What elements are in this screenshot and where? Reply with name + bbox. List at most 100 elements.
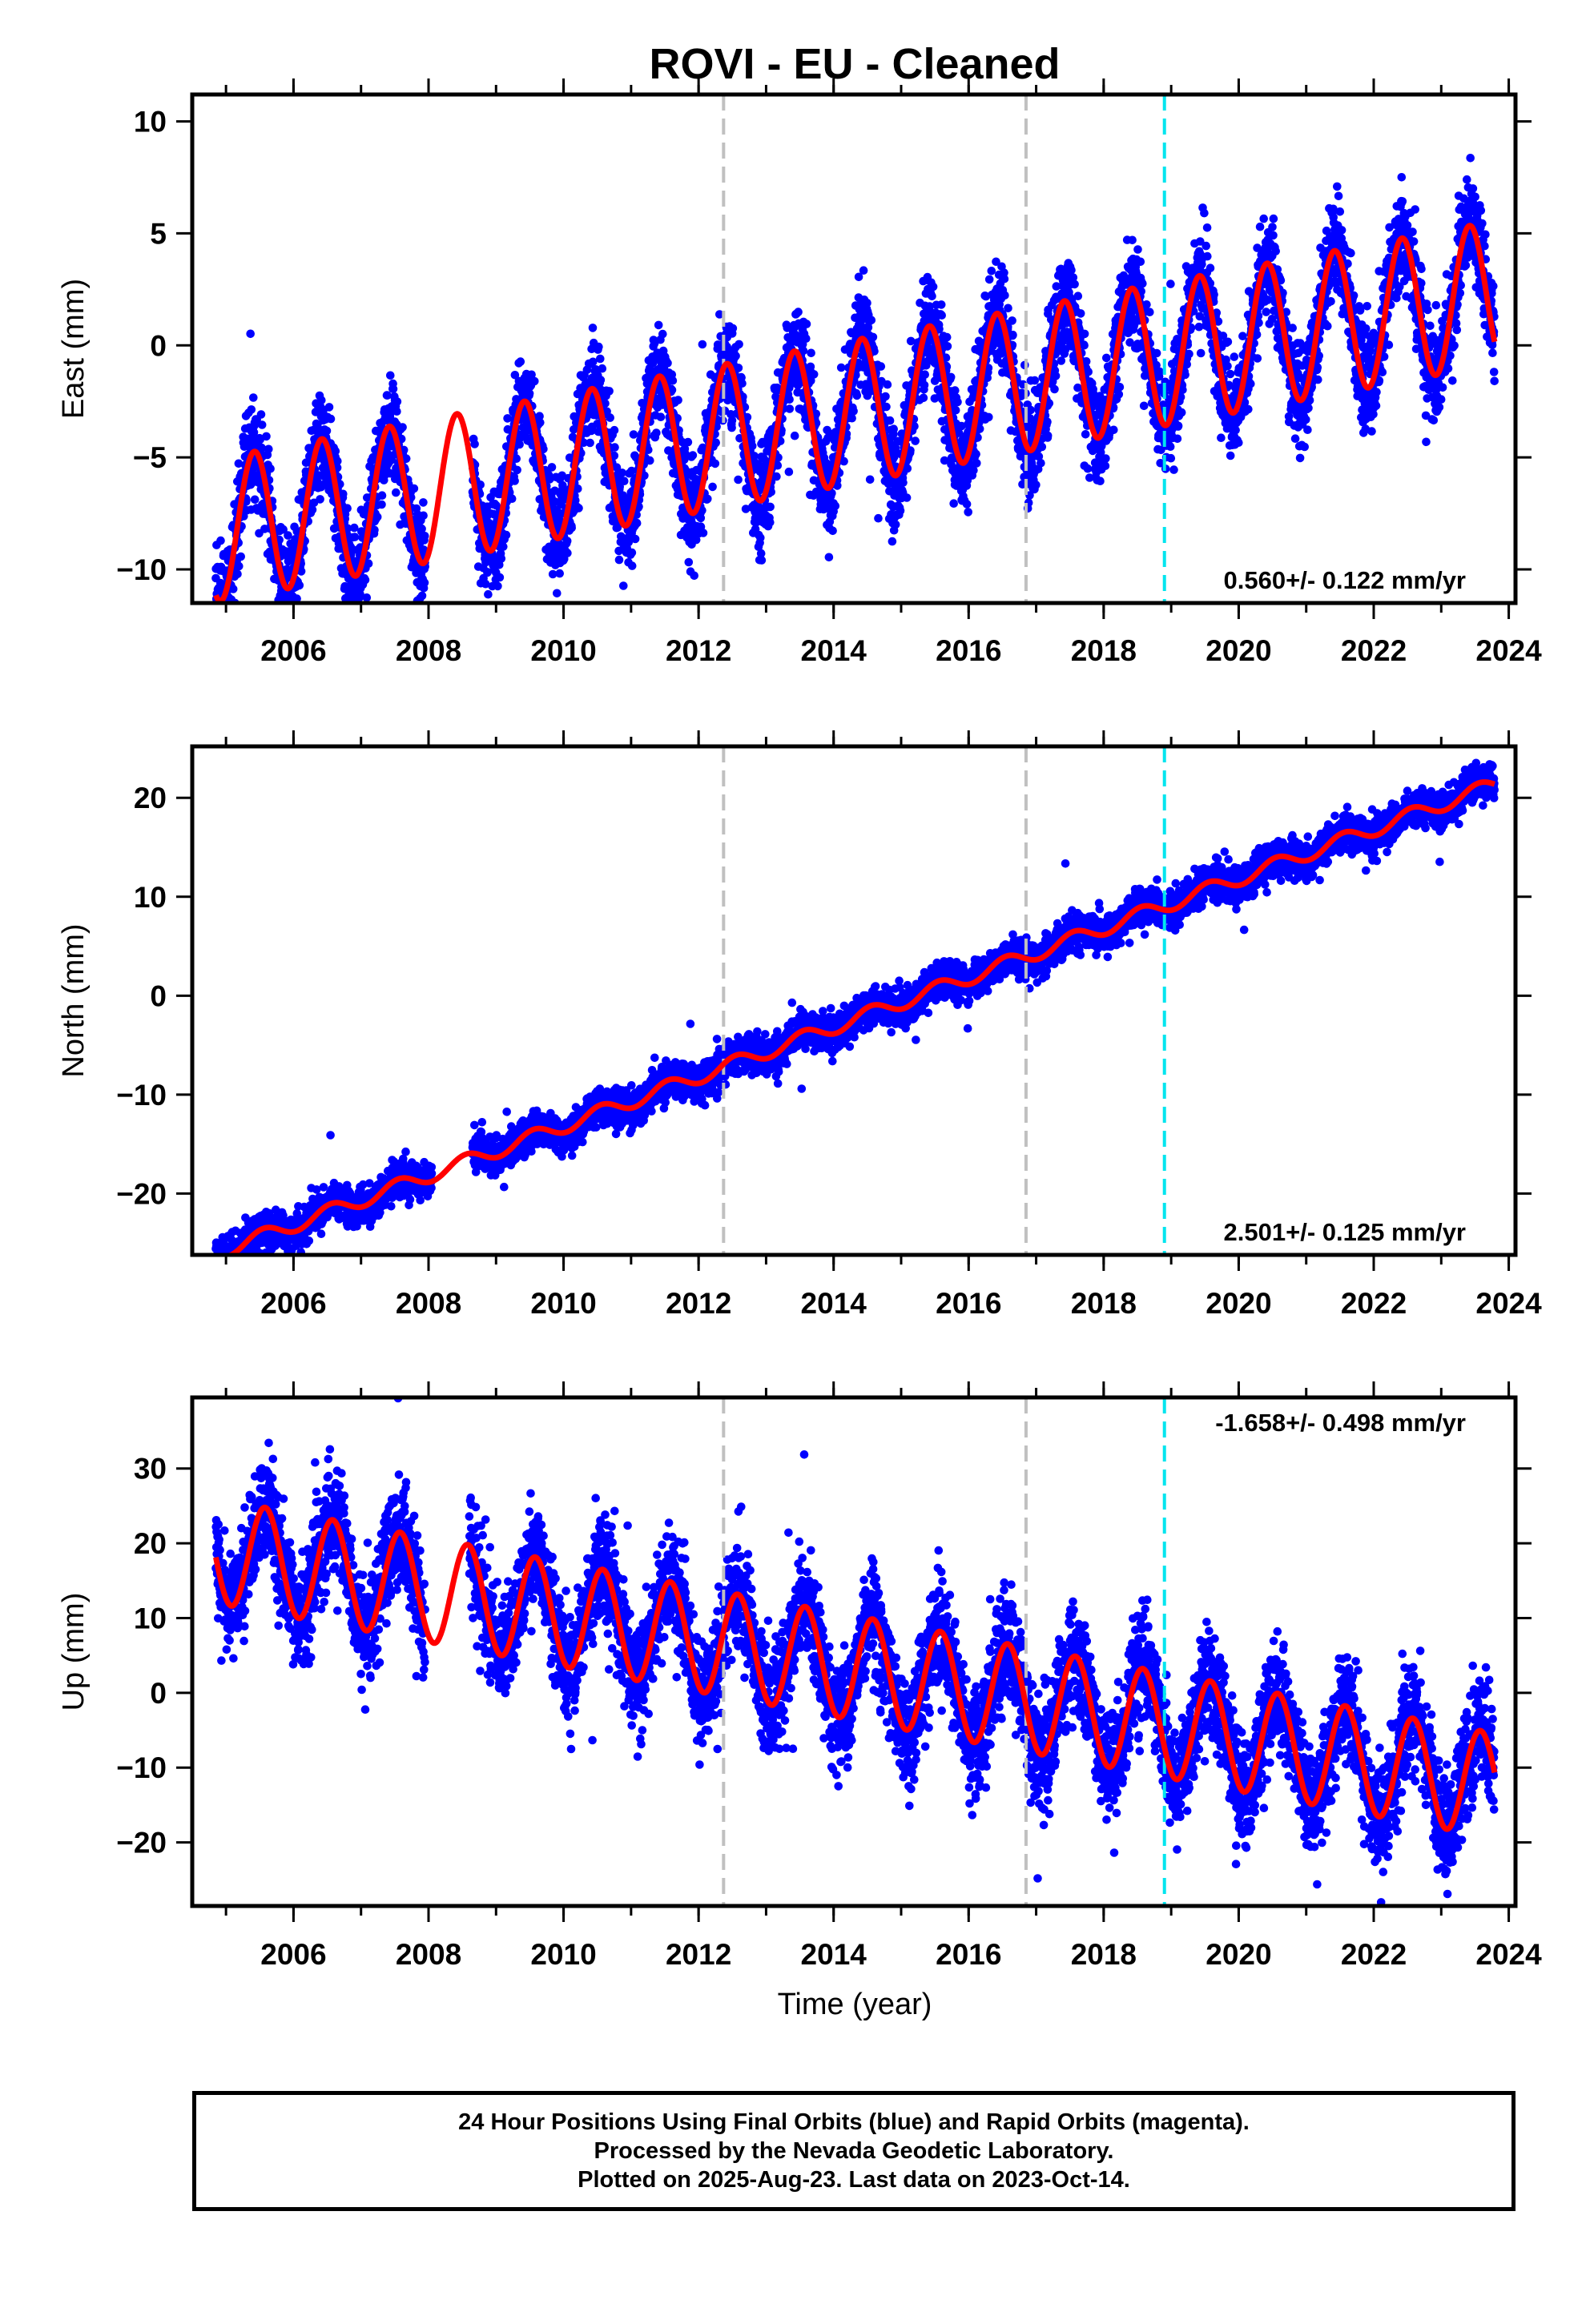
data-point — [1177, 408, 1186, 417]
data-point — [420, 613, 429, 622]
data-point — [1070, 279, 1079, 289]
data-point — [1000, 291, 1009, 300]
data-point — [219, 615, 227, 624]
data-point — [279, 621, 288, 629]
data-point — [295, 581, 304, 590]
data-point — [747, 441, 757, 451]
data-point — [372, 513, 382, 521]
data-point — [483, 568, 492, 577]
data-point — [646, 456, 654, 465]
data-point — [903, 464, 912, 473]
data-point — [1203, 251, 1212, 261]
data-point — [1109, 425, 1118, 435]
data-point — [370, 525, 379, 535]
data-point — [216, 536, 225, 545]
data-point — [497, 554, 506, 563]
data-point — [1008, 330, 1017, 340]
data-point — [346, 542, 356, 552]
data-point — [1096, 476, 1105, 485]
data-point — [226, 632, 235, 641]
data-point — [288, 619, 296, 628]
data-point — [711, 438, 720, 447]
data-point — [392, 397, 402, 406]
data-point — [738, 379, 747, 388]
data-point — [317, 396, 326, 405]
data-point — [881, 392, 890, 401]
data-point — [1165, 442, 1175, 451]
data-point — [964, 508, 972, 517]
data-point — [292, 594, 301, 603]
data-point — [1133, 245, 1142, 254]
data-point — [525, 389, 534, 398]
data-point — [882, 402, 891, 412]
data-point — [727, 423, 736, 432]
data-point — [419, 498, 428, 507]
data-point — [698, 340, 707, 349]
data-point — [553, 589, 562, 598]
data-point — [683, 437, 693, 447]
data-point — [1138, 279, 1147, 288]
data-point — [421, 532, 429, 541]
data-point — [296, 567, 306, 576]
data-point — [731, 352, 740, 360]
data-point — [343, 504, 352, 513]
data-point — [807, 348, 815, 358]
data-point — [874, 513, 883, 523]
data-point — [352, 639, 361, 648]
data-point — [828, 526, 837, 536]
data-point — [510, 476, 519, 485]
data-point — [1050, 384, 1059, 394]
data-point — [470, 440, 479, 448]
data-point — [495, 573, 505, 582]
data-point — [1101, 454, 1110, 463]
data-point — [484, 589, 493, 599]
data-point — [284, 531, 292, 540]
data-point — [249, 428, 259, 437]
data-point — [343, 524, 352, 533]
data-point — [562, 537, 572, 545]
data-point — [1080, 341, 1089, 350]
data-point — [1173, 421, 1183, 431]
data-point — [476, 480, 485, 489]
data-point — [221, 612, 230, 621]
data-point — [785, 404, 795, 413]
data-point — [221, 657, 230, 665]
data-point — [1043, 431, 1053, 440]
data-point — [1008, 316, 1016, 325]
data-point — [222, 619, 231, 628]
data-point — [513, 465, 521, 475]
data-point — [596, 354, 605, 364]
data-point — [1142, 300, 1151, 309]
data-point — [249, 393, 258, 402]
data-point — [1166, 279, 1175, 288]
data-point — [220, 646, 229, 655]
data-point — [690, 571, 698, 581]
data-point — [727, 416, 737, 425]
data-point — [1000, 274, 1009, 283]
data-point — [1196, 348, 1206, 358]
data-point — [836, 363, 846, 372]
data-point — [1202, 223, 1212, 232]
data-point — [710, 459, 720, 468]
data-point — [246, 329, 256, 339]
data-point — [867, 316, 876, 325]
data-point — [1043, 417, 1052, 427]
data-point — [1101, 461, 1110, 470]
data-point — [234, 459, 244, 468]
data-point — [1115, 383, 1125, 392]
data-point — [951, 386, 960, 395]
data-point — [630, 534, 640, 544]
data-point — [348, 609, 357, 618]
data-point — [266, 464, 275, 473]
data-point — [1067, 265, 1076, 275]
data-point — [594, 342, 603, 352]
data-point — [1152, 348, 1161, 358]
data-point — [228, 585, 238, 593]
data-point — [734, 475, 743, 485]
data-point — [401, 454, 411, 463]
data-point — [1084, 367, 1093, 376]
data-point — [1037, 442, 1047, 452]
data-point — [883, 380, 892, 389]
data-point — [772, 472, 781, 481]
data-point — [344, 609, 353, 617]
